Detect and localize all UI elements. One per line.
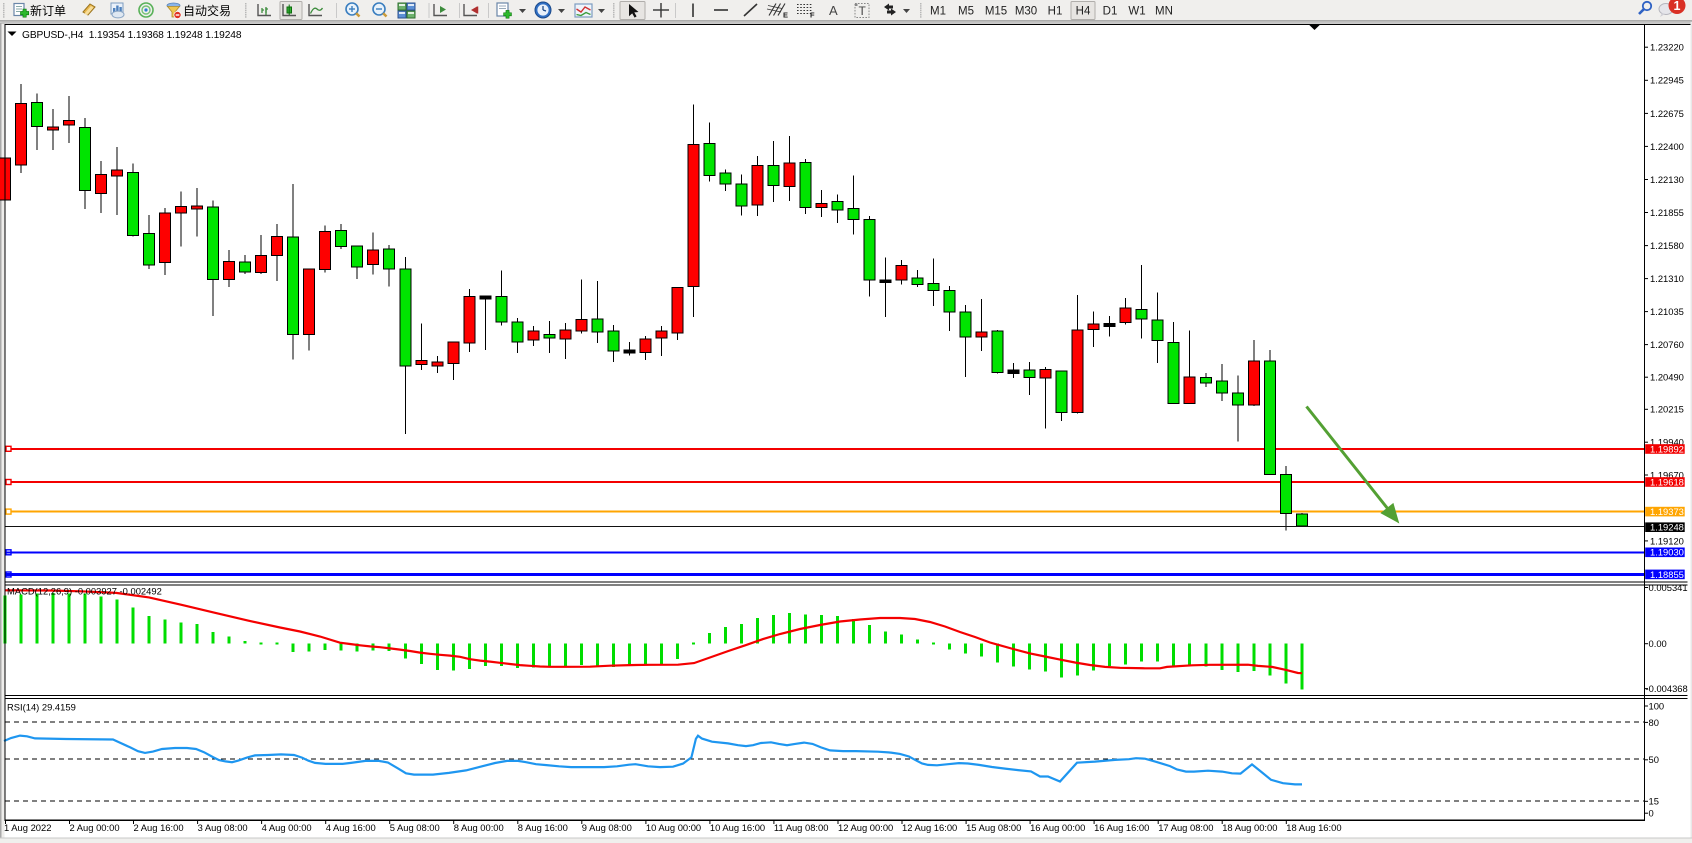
svg-text:1.21035: 1.21035: [1650, 306, 1684, 317]
svg-text:F: F: [810, 11, 815, 20]
svg-text:18 Aug 16:00: 18 Aug 16:00: [1286, 822, 1341, 833]
svg-text:11 Aug 08:00: 11 Aug 08:00: [774, 822, 829, 833]
svg-text:H4: H4: [1076, 6, 1091, 18]
svg-text:15: 15: [1649, 796, 1659, 807]
svg-text:1.19030: 1.19030: [1650, 547, 1684, 558]
svg-text:1.22945: 1.22945: [1650, 75, 1684, 86]
svg-text:H1: H1: [1048, 6, 1063, 18]
svg-text:1.20215: 1.20215: [1650, 404, 1684, 415]
svg-text:MACD(12,26,9) -0.003927 -0.002: MACD(12,26,9) -0.003927 -0.002492: [7, 586, 162, 597]
svg-text:1.20490: 1.20490: [1650, 372, 1684, 383]
svg-text:1.19670: 1.19670: [1650, 469, 1684, 480]
svg-text:1.21580: 1.21580: [1650, 240, 1684, 251]
svg-text:8 Aug 16:00: 8 Aug 16:00: [518, 822, 568, 833]
svg-text:1.21855: 1.21855: [1650, 207, 1684, 218]
svg-text:1.19373: 1.19373: [1650, 506, 1684, 517]
svg-text:1.19120: 1.19120: [1650, 535, 1684, 546]
svg-text:9 Aug 08:00: 9 Aug 08:00: [582, 822, 632, 833]
svg-text:18 Aug 00:00: 18 Aug 00:00: [1222, 822, 1277, 833]
svg-text:12 Aug 16:00: 12 Aug 16:00: [902, 822, 957, 833]
svg-text:M30: M30: [1015, 6, 1037, 18]
svg-text:1: 1: [1674, 0, 1681, 13]
svg-text:GBPUSD-,H4 1.19354 1.19368 1.: GBPUSD-,H4 1.19354 1.19368 1.19248 1.192…: [22, 30, 242, 41]
svg-text:4 Aug 00:00: 4 Aug 00:00: [262, 822, 312, 833]
svg-text:0: 0: [1649, 808, 1654, 819]
svg-text:1.22675: 1.22675: [1650, 108, 1684, 119]
svg-text:15 Aug 08:00: 15 Aug 08:00: [966, 822, 1021, 833]
svg-text:E: E: [783, 11, 788, 20]
svg-text:-0.004368: -0.004368: [1646, 683, 1688, 694]
svg-text:0.00: 0.00: [1649, 638, 1667, 649]
svg-text:D1: D1: [1103, 6, 1118, 18]
svg-text:1.21310: 1.21310: [1650, 273, 1684, 284]
svg-text:M15: M15: [985, 6, 1007, 18]
svg-text:80: 80: [1649, 717, 1659, 728]
svg-text:1.20760: 1.20760: [1650, 339, 1684, 350]
svg-text:16 Aug 00:00: 16 Aug 00:00: [1030, 822, 1085, 833]
svg-text:100: 100: [1649, 700, 1665, 711]
svg-text:4 Aug 16:00: 4 Aug 16:00: [326, 822, 376, 833]
svg-text:10 Aug 00:00: 10 Aug 00:00: [646, 822, 701, 833]
svg-text:1.23220: 1.23220: [1650, 42, 1684, 53]
svg-text:A: A: [829, 3, 838, 18]
svg-text:50: 50: [1649, 754, 1659, 765]
svg-text:5 Aug 08:00: 5 Aug 08:00: [390, 822, 440, 833]
svg-text:1.19248: 1.19248: [1650, 522, 1684, 533]
svg-text:16 Aug 16:00: 16 Aug 16:00: [1094, 822, 1149, 833]
svg-text:1.19892: 1.19892: [1650, 443, 1684, 454]
svg-text:10 Aug 16:00: 10 Aug 16:00: [710, 822, 765, 833]
svg-text:自动交易: 自动交易: [183, 3, 231, 18]
svg-text:T: T: [859, 4, 867, 18]
svg-text:1.22400: 1.22400: [1650, 141, 1684, 152]
svg-text:2 Aug 00:00: 2 Aug 00:00: [70, 822, 120, 833]
svg-text:1 Aug 2022: 1 Aug 2022: [4, 822, 51, 833]
svg-text:1.19940: 1.19940: [1650, 437, 1684, 448]
svg-text:12 Aug 00:00: 12 Aug 00:00: [838, 822, 893, 833]
svg-text:W1: W1: [1128, 6, 1145, 18]
svg-text:M5: M5: [958, 6, 974, 18]
svg-text:M1: M1: [930, 6, 946, 18]
svg-text:1.19618: 1.19618: [1650, 476, 1684, 487]
svg-text:RSI(14) 29.4159: RSI(14) 29.4159: [7, 702, 76, 713]
svg-text:1.18855: 1.18855: [1650, 569, 1684, 580]
svg-text:1.22130: 1.22130: [1650, 174, 1684, 185]
svg-text:8 Aug 00:00: 8 Aug 00:00: [454, 822, 504, 833]
svg-text:3 Aug 08:00: 3 Aug 08:00: [198, 822, 248, 833]
svg-text:2 Aug 16:00: 2 Aug 16:00: [134, 822, 184, 833]
svg-text:17 Aug 08:00: 17 Aug 08:00: [1158, 822, 1213, 833]
svg-text:MN: MN: [1155, 6, 1173, 18]
svg-text:新订单: 新订单: [30, 3, 66, 18]
svg-text:0.005341: 0.005341: [1649, 582, 1688, 593]
